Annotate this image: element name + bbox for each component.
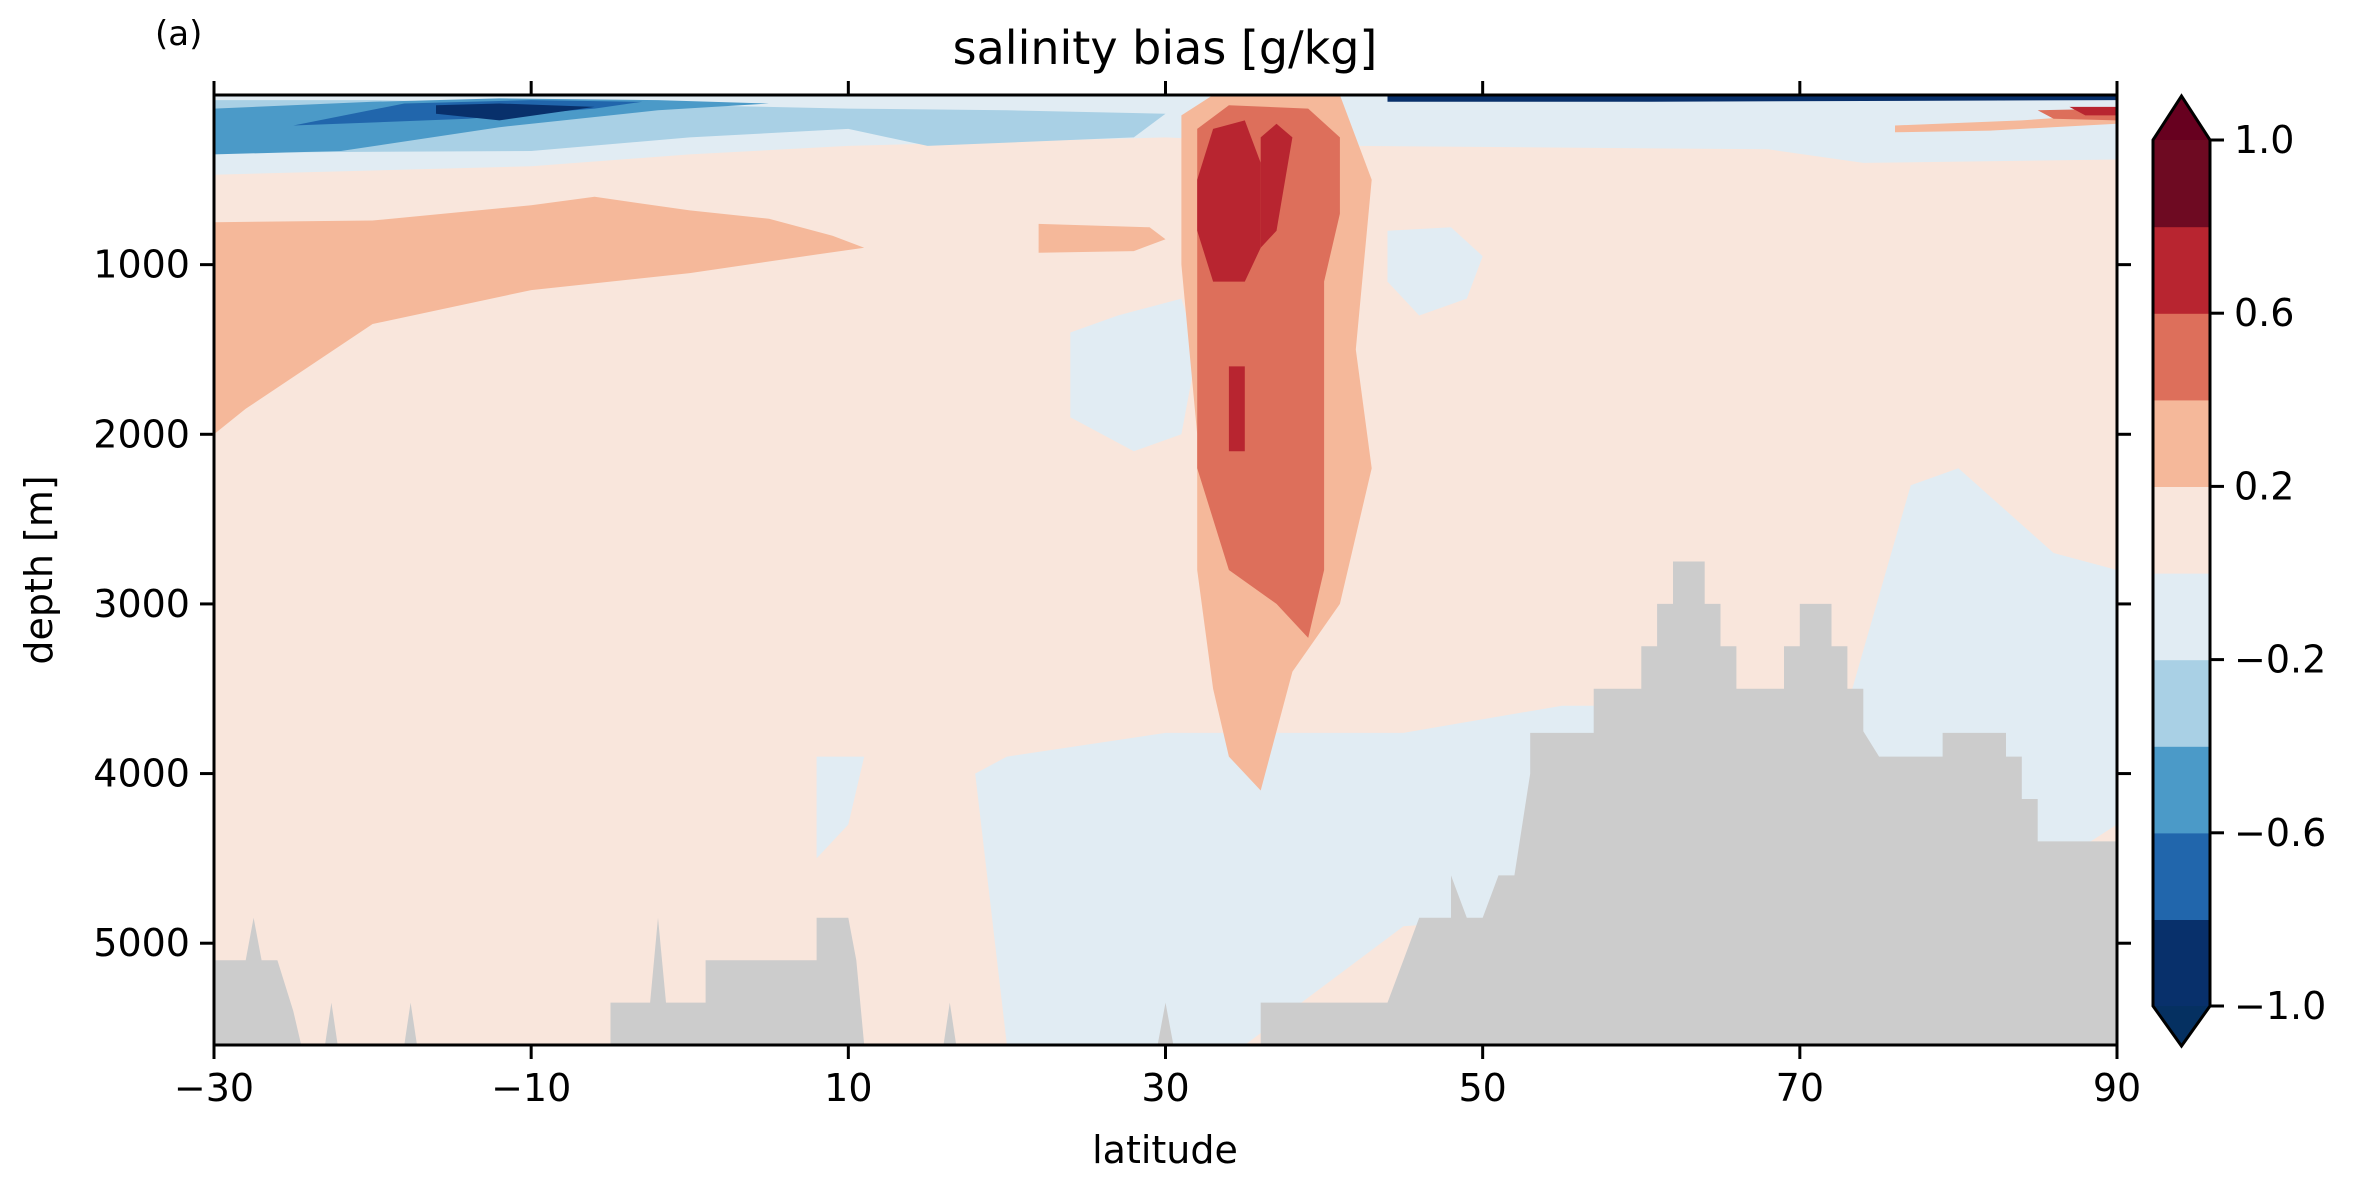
panel-label: (a) <box>155 14 202 54</box>
x-tick-label-4: 50 <box>1458 1066 1506 1110</box>
contour-region-15 <box>1197 120 1261 282</box>
contour-region-4 <box>214 98 769 155</box>
colorbar-band-9 <box>2153 140 2210 228</box>
contour-region-1 <box>1038 223 1166 253</box>
colorbar: 1.0 0.6 0.2 −0.2 −0.6 −1.0 <box>2151 93 2326 1049</box>
colorbar-extend-bottom <box>2153 1006 2210 1046</box>
contour-region-6 <box>436 103 595 121</box>
colorbar-tick-label-4: −0.6 <box>2234 811 2326 855</box>
contour-region-11 <box>1847 468 2117 825</box>
x-tick-label-0: −30 <box>174 1066 254 1110</box>
y-tick-label-3: 4000 <box>93 752 190 796</box>
colorbar-tick-label-0: 1.0 <box>2234 118 2294 162</box>
colorbar-band-4 <box>2153 573 2210 661</box>
plot-area <box>214 95 2117 1045</box>
chart-title: salinity bias [g/kg] <box>953 21 1378 75</box>
colorbar-band-7 <box>2153 313 2210 401</box>
x-tick-label-6: 90 <box>2093 1066 2141 1110</box>
y-tick-label-4: 5000 <box>93 921 190 965</box>
contour-region-20 <box>1387 95 2117 102</box>
bathymetry-land-mask <box>214 561 2117 1045</box>
colorbar-band-2 <box>2153 746 2210 834</box>
contour-region-8 <box>1387 227 1483 316</box>
colorbar-extend-top <box>2153 96 2210 140</box>
colorbar-tick-label-2: 0.2 <box>2234 464 2294 508</box>
x-axis-label: latitude <box>1092 1128 1238 1172</box>
x-tick-label-2: 10 <box>824 1066 872 1110</box>
contour-region-16 <box>1228 366 1245 452</box>
contour-region-0 <box>214 196 865 435</box>
colorbar-tick-label-5: −1.0 <box>2234 984 2326 1028</box>
contour-region-17 <box>1260 123 1293 248</box>
colorbar-band-6 <box>2153 399 2210 487</box>
x-tick-label-1: −10 <box>491 1066 571 1110</box>
colorbar-band-1 <box>2153 832 2210 920</box>
x-tick-label-5: 70 <box>1776 1066 1824 1110</box>
y-tick-label-1: 2000 <box>93 412 190 456</box>
colorbar-band-0 <box>2153 919 2210 1007</box>
colorbar-band-3 <box>2153 659 2210 747</box>
colorbar-tick-label-3: −0.2 <box>2234 638 2326 682</box>
contour-region-7 <box>1070 298 1198 452</box>
x-tick-label-3: 30 <box>1141 1066 1189 1110</box>
contour-region-9 <box>816 756 865 859</box>
contour-region-19 <box>2069 106 2117 116</box>
y-axis-label: depth [m] <box>17 475 61 664</box>
colorbar-band-8 <box>2153 226 2210 314</box>
y-tick-label-2: 3000 <box>93 582 190 626</box>
y-tick-label-0: 1000 <box>93 243 190 287</box>
colorbar-tick-label-1: 0.6 <box>2234 291 2294 335</box>
y-axis: 1000 2000 3000 4000 5000 <box>93 243 2131 965</box>
colorbar-band-5 <box>2153 486 2210 574</box>
x-axis: −30 −10 10 30 50 70 90 <box>174 81 2141 1110</box>
